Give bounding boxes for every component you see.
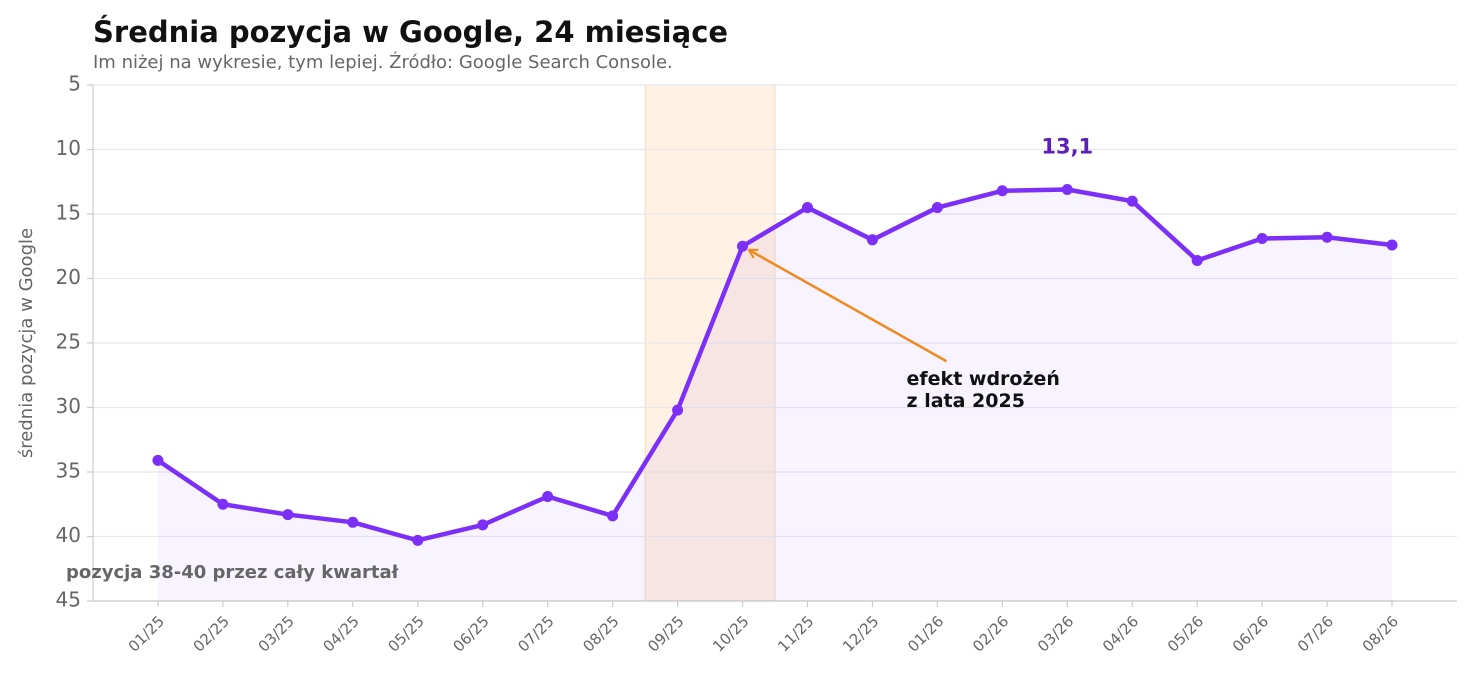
y-tick-label: 35 [56,459,81,483]
annotation-text: pozycja 38-40 przez cały kwartał [66,562,400,583]
point [1191,254,1203,266]
point [607,510,619,522]
x-tick-label: 12/25 [839,612,882,655]
x-tick-label: 05/26 [1164,612,1207,655]
y-tick-label: 45 [56,588,81,612]
point [477,519,489,531]
x-tick-label: 07/25 [514,612,557,655]
y-axis-label: średnia pozycja w Google [16,228,37,458]
x-tick-label: 03/25 [255,612,298,655]
y-tick-label: 20 [56,265,81,289]
x-tick-label: 06/26 [1229,612,1272,655]
annotation-text: z lata 2025 [907,390,1025,412]
point [542,491,554,503]
x-tick-label: 05/25 [384,612,427,655]
line [156,187,1393,543]
value-label: 13,1 [1041,134,1093,158]
y-tick-label: 5 [68,72,81,96]
point [801,202,813,214]
point [1061,183,1073,195]
annotation-text: efekt wdrożeń [907,368,1060,390]
point [737,240,749,252]
x-tick-label: 02/25 [190,612,233,655]
point [412,534,424,546]
point [866,234,878,246]
x-tick-label: 03/26 [1034,612,1077,655]
point [1126,195,1138,207]
annotation-arrow [750,250,948,363]
y-tick-label: 30 [56,394,81,418]
point [347,516,359,528]
x-tick-label: 11/25 [774,612,817,655]
y-tick-label: 10 [56,136,81,160]
y-tick-label: 25 [56,330,81,354]
point [996,185,1008,197]
point [217,498,229,510]
point [1386,239,1398,251]
point [152,454,164,466]
y-tick-label: 40 [56,523,81,547]
x-tick-label: 10/25 [709,612,752,655]
y-tick-label: 15 [56,201,81,225]
x-tick-label: 01/25 [125,612,168,655]
point [1321,231,1333,243]
chart-title: Średnia pozycja w Google, 24 miesiące [93,15,728,49]
x-tick-label: 04/25 [320,612,363,655]
x-tick-label: 06/25 [449,612,492,655]
x-tick-label: 09/25 [644,612,687,655]
area [157,189,1393,602]
x-tick-label: 08/25 [579,612,622,655]
point [282,509,294,521]
x-tick-label: 01/26 [904,612,947,655]
x-tick-label: 07/26 [1294,612,1337,655]
point [672,404,684,416]
point [931,202,943,214]
chart-subtitle: Im niżej na wykresie, tym lepiej. Źródło… [93,51,673,73]
x-tick-label: 02/26 [969,612,1012,655]
x-tick-label: 04/26 [1099,612,1142,655]
point [1256,233,1268,245]
x-tick-label: 08/26 [1359,612,1402,655]
